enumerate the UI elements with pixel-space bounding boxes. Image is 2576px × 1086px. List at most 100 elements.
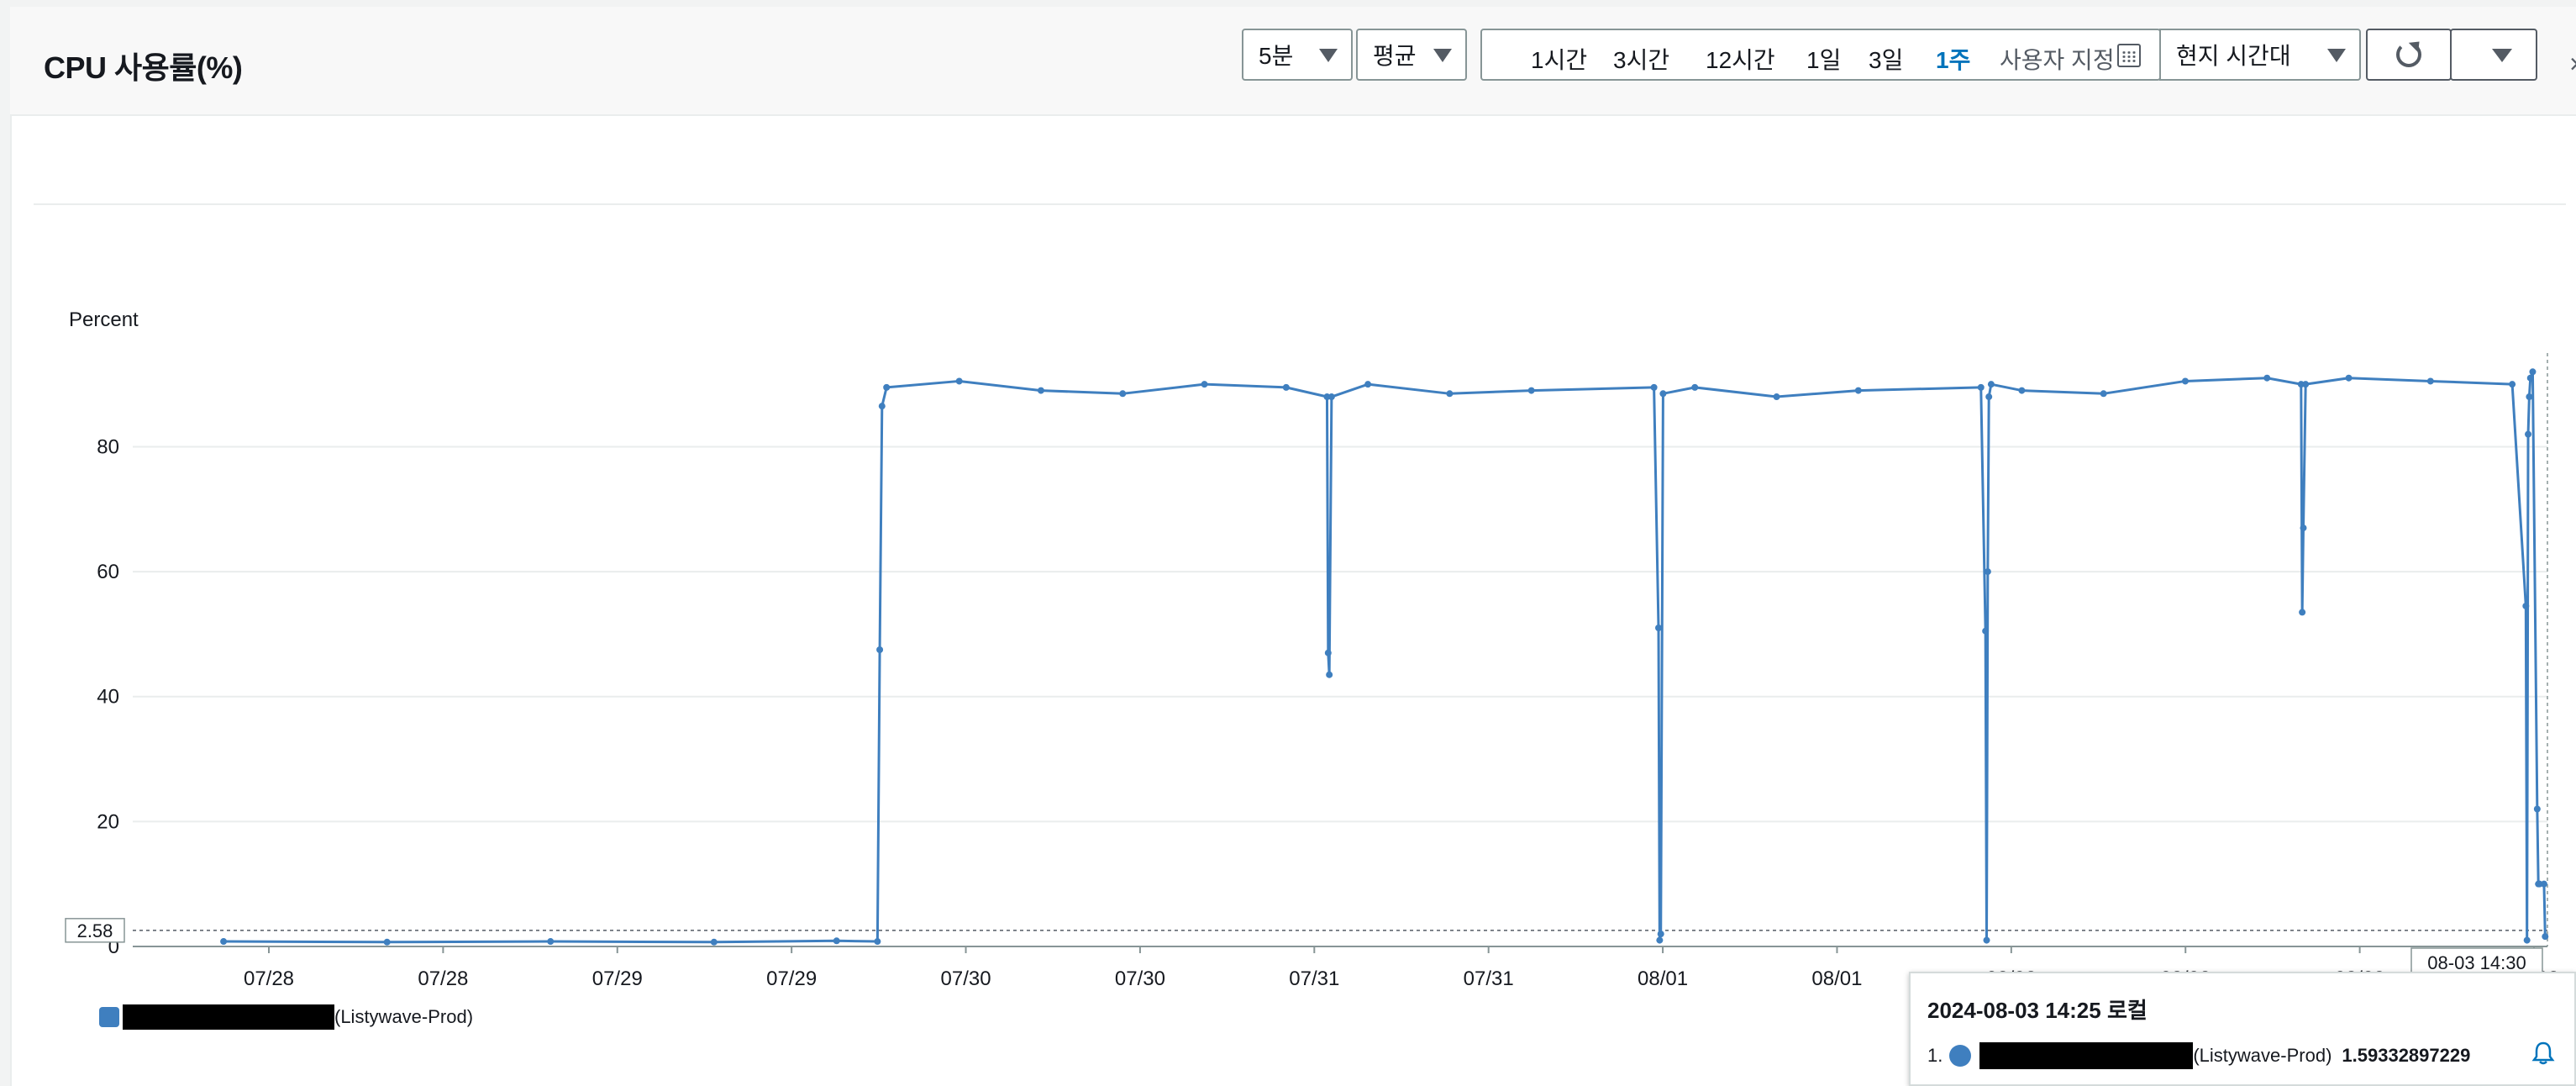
tooltip-row: 1. (Listywave-Prod) 1.59332897229 [1927,1042,2470,1069]
hover-tooltip: 2024-08-03 14:25 로컬 1. (Listywave-Prod) … [1909,972,2576,1086]
data-point [1984,568,1991,576]
data-point [1655,624,1663,631]
legend-swatch[interactable] [99,1007,119,1027]
data-point [1985,393,1993,401]
redacted-instance-id [1979,1042,2194,1069]
data-point [1982,627,1990,635]
x-tick-label: 07/31 [1464,967,1514,990]
data-point [2540,880,2547,888]
data-point [2181,377,2189,385]
data-point [1656,936,1664,944]
timezone-value: 현지 시간대 [2176,43,2291,69]
period-value: 5분 [1259,43,1294,69]
data-point [1983,936,1990,944]
y-tick-label: 40 [97,686,119,709]
x-tick-label: 07/29 [766,967,817,990]
data-point [2509,381,2516,388]
tooltip-series-label: (Listywave-Prod) [2193,1045,2332,1066]
calendar-icon[interactable] [2117,44,2141,67]
data-point [383,938,391,946]
threshold-label: 2.58 [77,920,113,941]
data-point [878,403,886,410]
data-point [2522,602,2530,609]
data-point [1119,390,1127,398]
data-point [955,377,963,385]
data-point [1324,649,1332,656]
range-1h[interactable]: 1시간 [1531,47,1588,73]
data-point [2263,374,2271,382]
data-point [2300,525,2307,532]
redacted-instance-id [123,1004,334,1030]
y-tick-label: 60 [97,561,119,583]
statistic-dropdown[interactable]: 평균 [1356,29,1467,81]
custom-range-button[interactable]: 사용자 지정 [2000,47,2115,73]
data-point [547,938,555,946]
range-3h[interactable]: 3시간 [1613,47,1670,73]
series-line [223,370,2547,944]
y-tick-label: 80 [97,435,119,458]
data-point [874,938,881,946]
bell-icon[interactable] [2531,1041,2556,1066]
tooltip-timestamp: 2024-08-03 14:25 로컬 [1927,998,2148,1023]
data-point [1854,387,1862,394]
range-12h[interactable]: 12시간 [1706,47,1775,73]
x-tick-label: 08/01 [1811,967,1862,990]
metric-widget [10,7,2576,1086]
y-axis-label: Percent [69,308,139,331]
x-tick-label: 07/30 [941,967,991,990]
y-tick-label: 20 [97,810,119,833]
data-point [710,938,718,946]
range-3d[interactable]: 3일 [1869,47,1904,73]
x-tick-label: 07/28 [418,967,468,990]
data-point [1364,381,1372,388]
data-point [1659,390,1667,398]
x-tick-label: 08/01 [1638,967,1688,990]
range-1w[interactable]: 1주 [1936,47,1971,73]
data-point [1691,383,1699,391]
data-point [876,646,884,653]
timezone-dropdown[interactable]: 현지 시간대 [2159,29,2361,81]
x-tick-label: 07/31 [1289,967,1339,990]
refresh-options-button[interactable] [2450,29,2537,81]
chevron-down-icon [2492,49,2512,62]
data-point [2529,368,2537,376]
data-point [1201,381,1208,388]
tooltip-value: 1.59332897229 [2342,1045,2471,1066]
chevron-down-icon [2327,49,2346,62]
tooltip-index: 1. [1927,1045,1943,1066]
data-point [1773,393,1780,401]
tooltip-series-dot [1949,1045,1972,1067]
data-point [2523,936,2531,944]
close-icon[interactable]: × [2569,49,2576,80]
data-point [2100,390,2107,398]
range-1d[interactable]: 1일 [1806,47,1842,73]
x-tick-label: 07/30 [1115,967,1165,990]
data-point [2018,387,2026,394]
time-range-selector: 1시간 3시간 12시간 1일 3일 1주 사용자 지정 [1480,29,2161,81]
data-point [1987,381,1995,388]
data-point [883,383,891,391]
data-point [1527,387,1535,394]
data-point [1977,383,1985,391]
statistic-value: 평균 [1373,43,1417,69]
period-dropdown[interactable]: 5분 [1242,29,1353,81]
data-point [2302,381,2310,388]
data-point [2525,430,2532,438]
legend-label: (Listywave-Prod) [334,1006,474,1027]
chevron-down-icon [1319,49,1338,62]
x-tick-label: 07/29 [592,967,643,990]
data-point [1327,393,1335,401]
divider [34,203,2566,205]
refresh-icon [2396,42,2421,67]
refresh-button[interactable] [2366,29,2452,81]
data-point [833,937,840,945]
data-point [1037,387,1044,394]
data-point [1446,390,1454,398]
hover-time-label: 08-03 14:30 [2427,952,2526,973]
x-tick-label: 07/28 [244,967,294,990]
data-point [2526,393,2533,401]
widget-header: CPU 사용률(%) 5분 평균 1시간 3시간 12시간 1일 3일 1주 사… [10,7,2576,116]
chevron-down-icon [1433,49,1452,62]
threshold-label-box [65,918,125,943]
